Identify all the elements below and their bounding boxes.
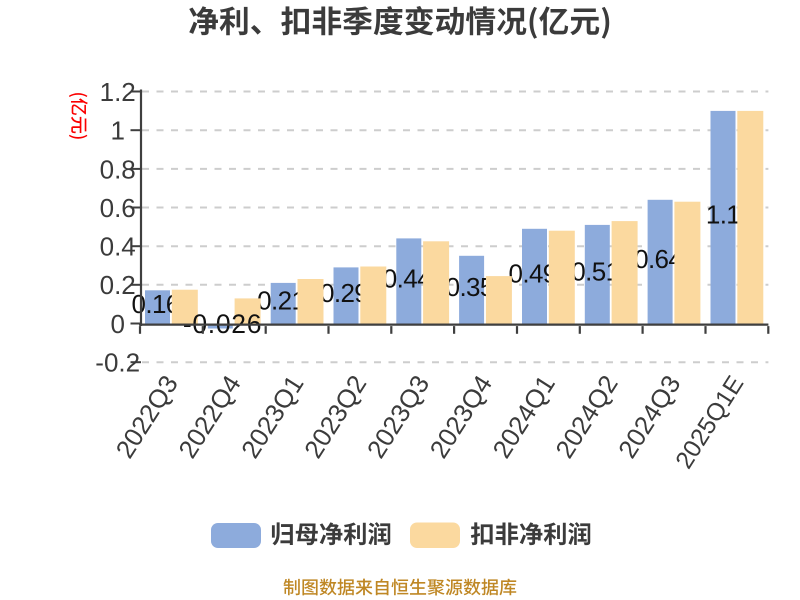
svg-text:0.8: 0.8 xyxy=(100,154,136,184)
svg-text:-0.2: -0.2 xyxy=(95,348,140,378)
svg-text:0.2: 0.2 xyxy=(100,270,136,300)
svg-text:1.1: 1.1 xyxy=(706,200,740,230)
svg-text:0.6: 0.6 xyxy=(100,193,136,223)
svg-text:1: 1 xyxy=(110,116,124,146)
svg-text:0.4: 0.4 xyxy=(100,232,136,262)
svg-text:0: 0 xyxy=(110,309,124,339)
svg-text:1.2: 1.2 xyxy=(100,77,136,107)
